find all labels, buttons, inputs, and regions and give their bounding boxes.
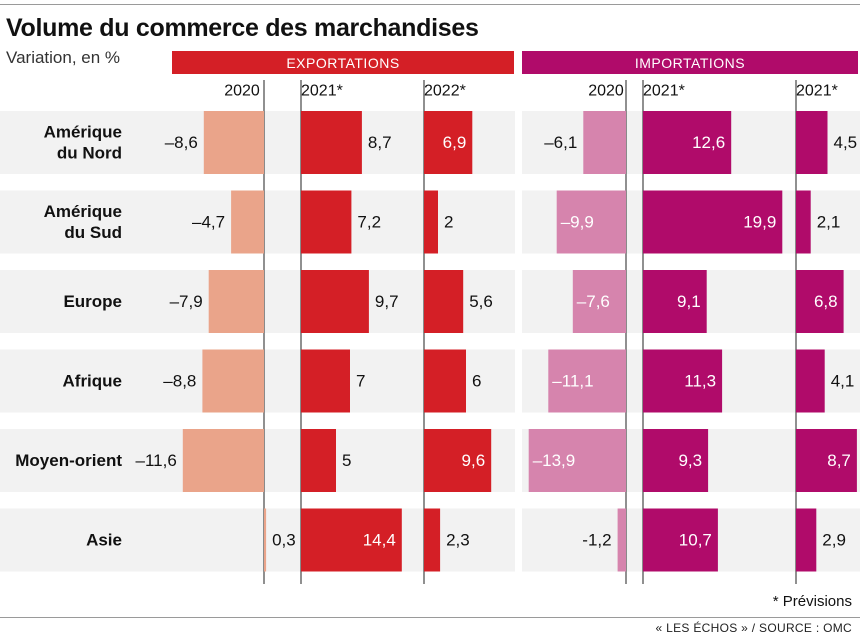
bar [424,111,473,174]
category-label: Asie [86,531,122,550]
bar [583,111,626,174]
data-label: 14,4 [363,531,396,550]
bar [203,111,264,174]
bar [424,349,466,413]
bar [643,508,718,572]
bar [643,429,709,492]
data-label: 19,9 [743,213,776,232]
data-label: 7,2 [357,213,381,232]
bar [796,349,825,413]
bar [528,429,626,492]
bar [231,190,264,254]
bar [643,111,732,174]
panel-header: 2022* [424,83,466,100]
category-label: Moyen-orient [15,451,122,470]
bottom-rule [0,617,860,618]
data-label: –8,6 [165,133,198,152]
data-label: 5 [342,451,351,470]
bar [424,190,438,254]
source-credit: « LES ÉCHOS » / SOURCE : OMC [655,621,852,635]
data-label: 4,1 [831,372,855,391]
data-label: –9,9 [561,213,594,232]
bar [202,349,264,413]
data-label: -1,2 [582,531,611,550]
bar [301,190,352,254]
category-label: Amérique [44,123,122,142]
bar [264,508,267,572]
data-label: –7,9 [170,292,203,311]
forecast-footnote: * Prévisions [772,593,852,610]
data-label: –8,8 [163,372,196,391]
category-label: du Sud [64,223,122,242]
panel-header: 2020 [588,83,624,100]
bar [796,429,857,492]
data-label: –11,1 [552,372,593,391]
data-label: 6,8 [814,292,838,311]
data-label: 7 [356,372,365,391]
bar [796,270,844,333]
chart-subtitle: Variation, en % [6,48,121,67]
bar [301,270,369,333]
panel-header: 2020 [224,83,260,100]
panel-header: 2021* [301,83,343,100]
data-label: 0,3 [272,531,296,550]
bar [643,349,723,413]
bar [796,190,811,254]
data-label: 8,7 [827,451,851,470]
data-label: –13,9 [533,451,576,470]
top-rule [0,4,860,5]
data-label: 6,9 [443,133,467,152]
bar [301,429,336,492]
data-label: 2,3 [446,531,470,550]
category-label: Amérique [44,202,122,221]
exports-banner: EXPORTATIONS [172,51,514,74]
bar [208,270,264,333]
data-label: 11,3 [684,372,716,391]
data-label: 9,7 [375,292,399,311]
data-label: –4,7 [192,213,225,232]
bar [796,508,817,572]
bar [301,111,362,174]
data-label: 2 [444,213,453,232]
category-label: Europe [63,292,122,311]
panel-header: 2021* [796,83,838,100]
data-label: 10,7 [679,531,712,550]
data-label: 9,3 [678,451,702,470]
data-label: 6 [472,372,481,391]
data-label: 2,9 [822,531,846,550]
data-label: –7,6 [577,292,610,311]
data-label: 12,6 [692,133,725,152]
bar [424,508,441,572]
chart-title: Volume du commerce des marchandises [6,14,479,42]
panel-header: 2021* [643,83,685,100]
bar [643,190,783,254]
bar [572,270,626,333]
bar [556,190,626,254]
bar [424,270,464,333]
data-label: 8,7 [368,133,392,152]
bar [548,349,626,413]
data-label: –6,1 [544,133,577,152]
bar [301,508,402,572]
data-label: 5,6 [469,292,493,311]
bar [643,270,707,333]
data-label: 4,5 [834,133,858,152]
bar [796,111,828,174]
category-label: Afrique [63,372,123,391]
bar [617,508,626,572]
data-label: –11,6 [136,451,177,470]
bar [301,349,350,413]
bar [424,429,492,492]
imports-banner: IMPORTATIONS [522,51,858,74]
bar [182,429,264,492]
category-label: du Nord [57,144,122,163]
data-label: 9,1 [677,292,701,311]
data-label: 9,6 [462,451,486,470]
data-label: 2,1 [817,213,841,232]
